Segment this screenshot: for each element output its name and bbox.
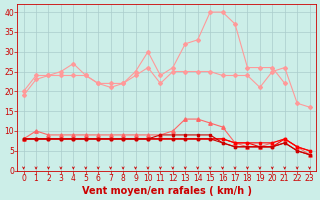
X-axis label: Vent moyen/en rafales ( km/h ): Vent moyen/en rafales ( km/h ) [82, 186, 252, 196]
